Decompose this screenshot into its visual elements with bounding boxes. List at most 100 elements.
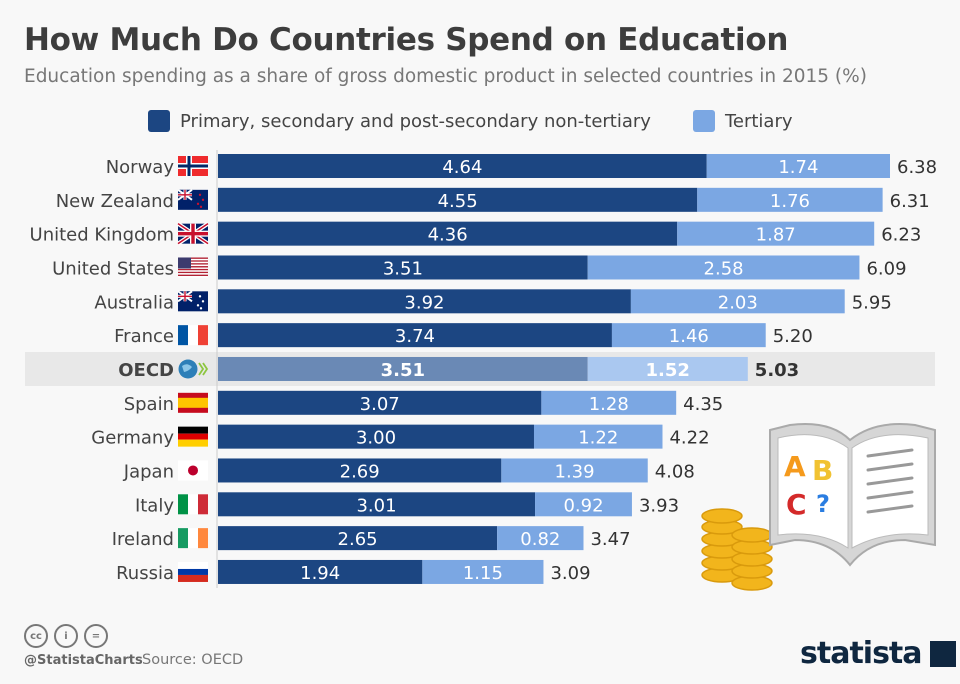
- value-label-primary: 4.64: [442, 157, 482, 178]
- total-label: 6.38: [897, 157, 937, 178]
- united-states-flag-icon: [178, 257, 208, 278]
- value-label-primary: 3.07: [360, 394, 400, 415]
- flag-part: [199, 307, 203, 310]
- bar-tertiary: [533, 424, 663, 449]
- category-label: Norway: [106, 157, 175, 178]
- bar-tertiary: [541, 390, 677, 415]
- flag-part: [178, 194, 192, 196]
- flag-part: [178, 274, 208, 277]
- flag-part: [178, 231, 208, 236]
- category-label: Japan: [123, 461, 174, 482]
- creative-commons-icon[interactable]: cc: [24, 624, 48, 648]
- category-label: Australia: [94, 292, 174, 313]
- bar-row-united-states: United States 3.51 2.58 6.09: [52, 255, 907, 280]
- bar-primary: [218, 255, 588, 280]
- bar-tertiary: [697, 187, 883, 212]
- total-label: 6.09: [866, 258, 906, 279]
- total-label: 5.20: [773, 326, 813, 347]
- total-label: 3.09: [550, 563, 590, 584]
- value-label-tertiary: 1.52: [646, 360, 690, 381]
- new-zealand-flag-icon: [177, 189, 208, 210]
- svg-text:A: A: [784, 450, 806, 483]
- flag-part: [178, 261, 208, 264]
- bar-primary: [218, 221, 678, 246]
- book-icon: A B C ?: [769, 423, 936, 567]
- value-label-tertiary: 2.58: [704, 258, 744, 279]
- flag-part: [178, 494, 188, 515]
- legend-item-tertiary: Tertiary: [692, 110, 793, 132]
- license-icons: cc i =: [24, 624, 108, 648]
- bar-primary: [218, 289, 631, 314]
- spain-flag-icon: [178, 392, 208, 413]
- flag-part: [198, 325, 208, 346]
- category-label: Italy: [135, 495, 174, 516]
- total-label: 3.93: [639, 495, 679, 516]
- flag-part: [178, 426, 208, 434]
- category-label: Ireland: [112, 529, 174, 550]
- flag-part: [196, 304, 200, 307]
- flag-part: [201, 300, 205, 303]
- value-label-primary: 3.74: [395, 326, 435, 347]
- flag-part: [188, 325, 198, 346]
- bar-tertiary: [587, 255, 860, 280]
- bar-primary: [218, 323, 612, 348]
- value-label-primary: 1.94: [300, 563, 340, 584]
- coins-icon: [701, 508, 773, 591]
- value-label-primary: 2.69: [340, 461, 380, 482]
- category-label: France: [114, 326, 174, 347]
- flag-part: [188, 528, 198, 549]
- oecd-flag-icon: [178, 359, 209, 379]
- bar-primary: [218, 154, 707, 178]
- flag-part: [188, 494, 198, 515]
- bar-tertiary: [630, 289, 845, 314]
- book-coins-illustration: A B C ?: [701, 423, 936, 591]
- legend-item-primary: Primary, secondary and post-secondary no…: [148, 110, 651, 132]
- category-label: United States: [52, 258, 174, 279]
- bar-primary: [218, 356, 588, 381]
- flag-part: [178, 574, 208, 582]
- legend-swatch-primary: [148, 110, 170, 132]
- flag-part: [178, 266, 208, 268]
- attribution-icon[interactable]: i: [54, 624, 78, 648]
- legend-label-primary: Primary, secondary and post-secondary no…: [180, 110, 651, 132]
- bar-tertiary: [677, 221, 875, 246]
- flag-part: [178, 397, 208, 408]
- flag-part: [178, 295, 192, 298]
- value-label-tertiary: 2.03: [718, 292, 758, 313]
- value-label-tertiary: 1.15: [463, 563, 503, 584]
- category-label: Russia: [116, 563, 174, 584]
- flag-part: [196, 202, 200, 206]
- bar-tertiary: [611, 323, 766, 348]
- total-label: 4.35: [683, 394, 723, 415]
- bar-row-oecd: OECD 3.51 1.52 5.03: [25, 351, 935, 386]
- flag-part: [178, 267, 208, 269]
- flag-part: [199, 205, 203, 209]
- bar-primary: [218, 526, 498, 551]
- total-label: 5.03: [755, 360, 799, 381]
- total-label: 4.22: [669, 428, 709, 449]
- twitter-handle[interactable]: @StatistaCharts: [24, 653, 143, 668]
- flag-part: [178, 561, 208, 569]
- value-label-primary: 3.51: [381, 360, 425, 381]
- statista-logo-mark: [929, 640, 956, 667]
- bar-row-italy: Italy 3.01 0.92 3.93: [135, 492, 679, 517]
- bar-primary: [218, 492, 536, 517]
- source-note: Source: OECD: [142, 652, 244, 668]
- italy-flag-icon: [178, 494, 208, 515]
- flag-part: [178, 276, 208, 278]
- norway-flag-icon: [178, 156, 208, 176]
- flag-part: [178, 164, 208, 168]
- no-derivatives-icon[interactable]: =: [84, 624, 108, 648]
- value-label-tertiary: 1.22: [578, 428, 618, 449]
- legend-label-tertiary: Tertiary: [724, 110, 793, 132]
- flag-part: [178, 433, 208, 440]
- value-label-tertiary: 0.92: [563, 495, 603, 516]
- flag-part: [178, 263, 208, 265]
- statista-logo[interactable]: statista: [800, 636, 956, 671]
- bar-tertiary: [706, 154, 890, 178]
- chart-subtitle: Education spending as a share of gross d…: [24, 66, 867, 87]
- category-label: United Kingdom: [30, 225, 174, 246]
- bar-primary: [218, 424, 534, 449]
- bar-row-australia: Australia 3.92 2.03 5.95: [94, 289, 892, 314]
